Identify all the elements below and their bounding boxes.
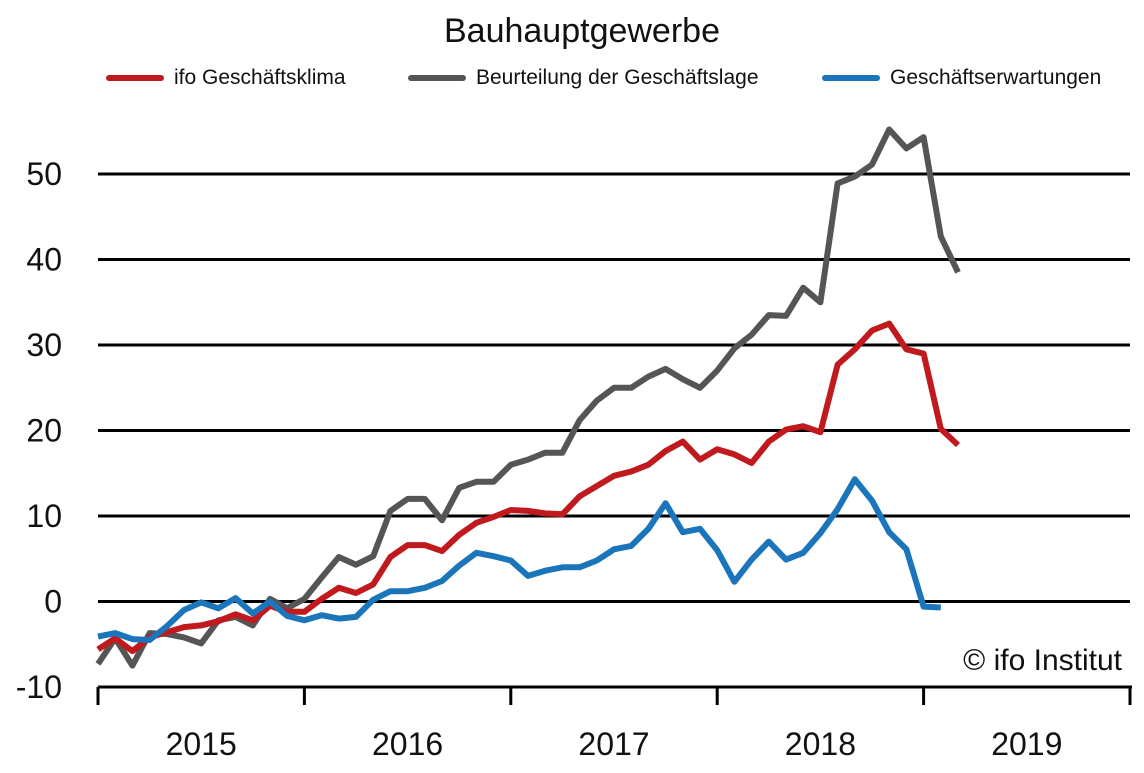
x-tick-label: 2018 bbox=[785, 726, 856, 762]
series-line-geschaeftserwartungen bbox=[97, 476, 941, 643]
legend-label-geschaeftserwartungen: Geschäftserwartungen bbox=[890, 66, 1102, 89]
legend: ifo Geschäftsklima Beurteilung der Gesch… bbox=[0, 66, 1144, 98]
legend-item-geschaeftsklima: ifo Geschäftsklima bbox=[106, 66, 346, 90]
y-tick-label: -10 bbox=[16, 669, 62, 705]
legend-swatch-geschaeftslage bbox=[408, 75, 466, 81]
y-tick-label: 40 bbox=[26, 242, 62, 278]
y-tick-label: 0 bbox=[44, 584, 62, 620]
legend-label-geschaeftsklima: ifo Geschäftsklima bbox=[174, 66, 346, 89]
y-tick-label: 10 bbox=[26, 498, 62, 534]
legend-swatch-geschaeftsklima bbox=[106, 75, 164, 81]
x-tick-label: 2017 bbox=[578, 726, 649, 762]
series-line-geschaeftslage bbox=[95, 126, 961, 669]
x-tick-label: 2016 bbox=[372, 726, 443, 762]
credit-text: © ifo Institut bbox=[963, 644, 1122, 677]
x-axis: 2015 2016 2017 2018 2019 bbox=[96, 685, 1132, 762]
y-tick-label: 20 bbox=[26, 413, 62, 449]
legend-item-geschaeftslage: Beurteilung der Geschäftslage bbox=[408, 66, 759, 90]
legend-swatch-geschaeftserwartungen bbox=[822, 75, 880, 81]
x-tick-label: 2015 bbox=[166, 726, 237, 762]
chart-title: Bauhauptgewerbe bbox=[443, 12, 720, 50]
x-tick-label: 2019 bbox=[991, 726, 1062, 762]
legend-label-geschaeftslage: Beurteilung der Geschäftslage bbox=[476, 66, 759, 89]
legend-item-geschaeftserwartungen: Geschäftserwartungen bbox=[822, 66, 1101, 90]
y-tick-labels: -10 0 10 20 30 40 50 bbox=[16, 156, 62, 705]
y-tick-label: 30 bbox=[26, 327, 62, 363]
gridlines bbox=[98, 172, 1130, 603]
y-tick-label: 50 bbox=[26, 156, 62, 192]
series-line-geschaeftsklima bbox=[96, 320, 961, 655]
series-lines bbox=[95, 126, 961, 669]
